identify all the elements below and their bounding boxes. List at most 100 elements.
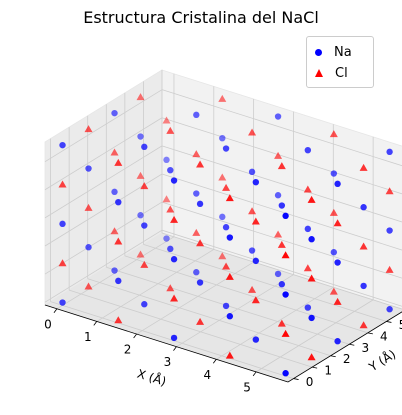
na-point: [304, 304, 312, 311]
na-point: [304, 225, 312, 233]
cl-point: [196, 239, 205, 247]
cl-point: [136, 250, 145, 258]
cl-point: [218, 173, 227, 181]
na-point: [282, 212, 289, 220]
cl-point: [274, 230, 283, 238]
cl-point: [222, 262, 231, 270]
na-point: [85, 165, 92, 172]
x-tick-label: 3: [164, 355, 172, 369]
cl-point: [248, 285, 257, 293]
cl-point: [114, 158, 123, 166]
na-point: [278, 281, 286, 288]
na-point: [141, 301, 148, 308]
cl-point: [329, 130, 338, 138]
x-tick: [53, 308, 58, 314]
cl-point: [385, 265, 394, 273]
cl-point: [140, 182, 149, 190]
cl-point: [140, 260, 149, 268]
cl-point: [84, 282, 93, 290]
grid-line-y: [124, 255, 368, 334]
y-tick: [293, 378, 299, 380]
na-point: [222, 145, 230, 152]
na-point: [111, 109, 118, 117]
cl-point: [162, 116, 171, 124]
x-tick: [133, 333, 137, 339]
grid-line-z: [44, 117, 163, 191]
na-point: [163, 156, 170, 164]
na-point: [141, 222, 148, 229]
cl-point: [218, 94, 227, 102]
na-point: [386, 227, 393, 234]
na-point: [252, 178, 260, 186]
cl-point: [192, 228, 201, 236]
cl-point: [196, 160, 205, 168]
grid-line-y: [69, 289, 313, 368]
na-point: [248, 168, 256, 176]
na-point: [360, 282, 367, 290]
na-point: [248, 247, 256, 254]
na-point: [219, 134, 226, 142]
na-point: [111, 188, 118, 196]
legend-cl-marker: [315, 69, 323, 77]
grid-line-x: [255, 299, 374, 373]
na-point: [274, 113, 282, 120]
grid-line-z: [44, 89, 163, 163]
cl-point: [84, 125, 93, 133]
cl-point: [359, 242, 368, 250]
na-point: [115, 277, 122, 285]
grid-line-z: [161, 89, 402, 167]
cl-point: [170, 294, 179, 302]
na-point: [167, 166, 174, 174]
na-point: [308, 314, 315, 322]
na-point: [222, 224, 230, 231]
x-axis-line: [44, 304, 289, 383]
y-tick-label: 1: [324, 364, 332, 378]
na-point: [115, 198, 122, 206]
cl-point: [307, 274, 316, 282]
na-point: [85, 244, 92, 251]
x-tick-label: 5: [243, 380, 251, 394]
na-point: [170, 177, 178, 184]
grid-line-y: [143, 244, 387, 322]
y-axis-line: [287, 311, 402, 383]
cl-point: [329, 287, 338, 295]
na-point: [141, 143, 148, 151]
x-tick-label: 1: [84, 330, 92, 344]
legend-item-na: Na: [315, 43, 352, 61]
cl-point: [251, 296, 260, 304]
chart-title: Estructura Cristalina del NaCl: [83, 8, 319, 27]
grid-line-x: [216, 286, 334, 360]
na-point: [137, 212, 144, 219]
y-tick-label: 3: [361, 341, 369, 355]
na-point: [193, 111, 200, 119]
cl-point: [281, 329, 290, 337]
cl-point: [225, 194, 234, 202]
cl-point: [225, 351, 234, 359]
legend: Na Cl: [306, 36, 374, 88]
cl-point: [307, 195, 316, 203]
cl-point: [248, 207, 257, 215]
na-point: [274, 270, 282, 278]
na-point: [167, 245, 174, 253]
y-tick: [312, 366, 318, 369]
data-points: [58, 93, 394, 377]
y-tick-label: 5: [399, 318, 402, 332]
na-point: [193, 269, 200, 276]
legend-na-label: Na: [334, 44, 352, 60]
cl-point: [162, 195, 171, 203]
cl-point: [58, 259, 67, 267]
na-point: [330, 170, 338, 177]
grid-line-x: [136, 261, 254, 335]
na-point: [226, 234, 234, 241]
cl-point: [251, 217, 260, 225]
cl-point: [248, 128, 257, 136]
legend-item-cl: Cl: [315, 64, 348, 82]
na-point: [196, 279, 204, 286]
cl-point: [281, 251, 290, 259]
na-point: [59, 299, 66, 306]
na-point: [111, 267, 118, 274]
y-tick: [330, 355, 336, 358]
grid-line-y: [87, 278, 331, 357]
na-point: [334, 180, 341, 188]
